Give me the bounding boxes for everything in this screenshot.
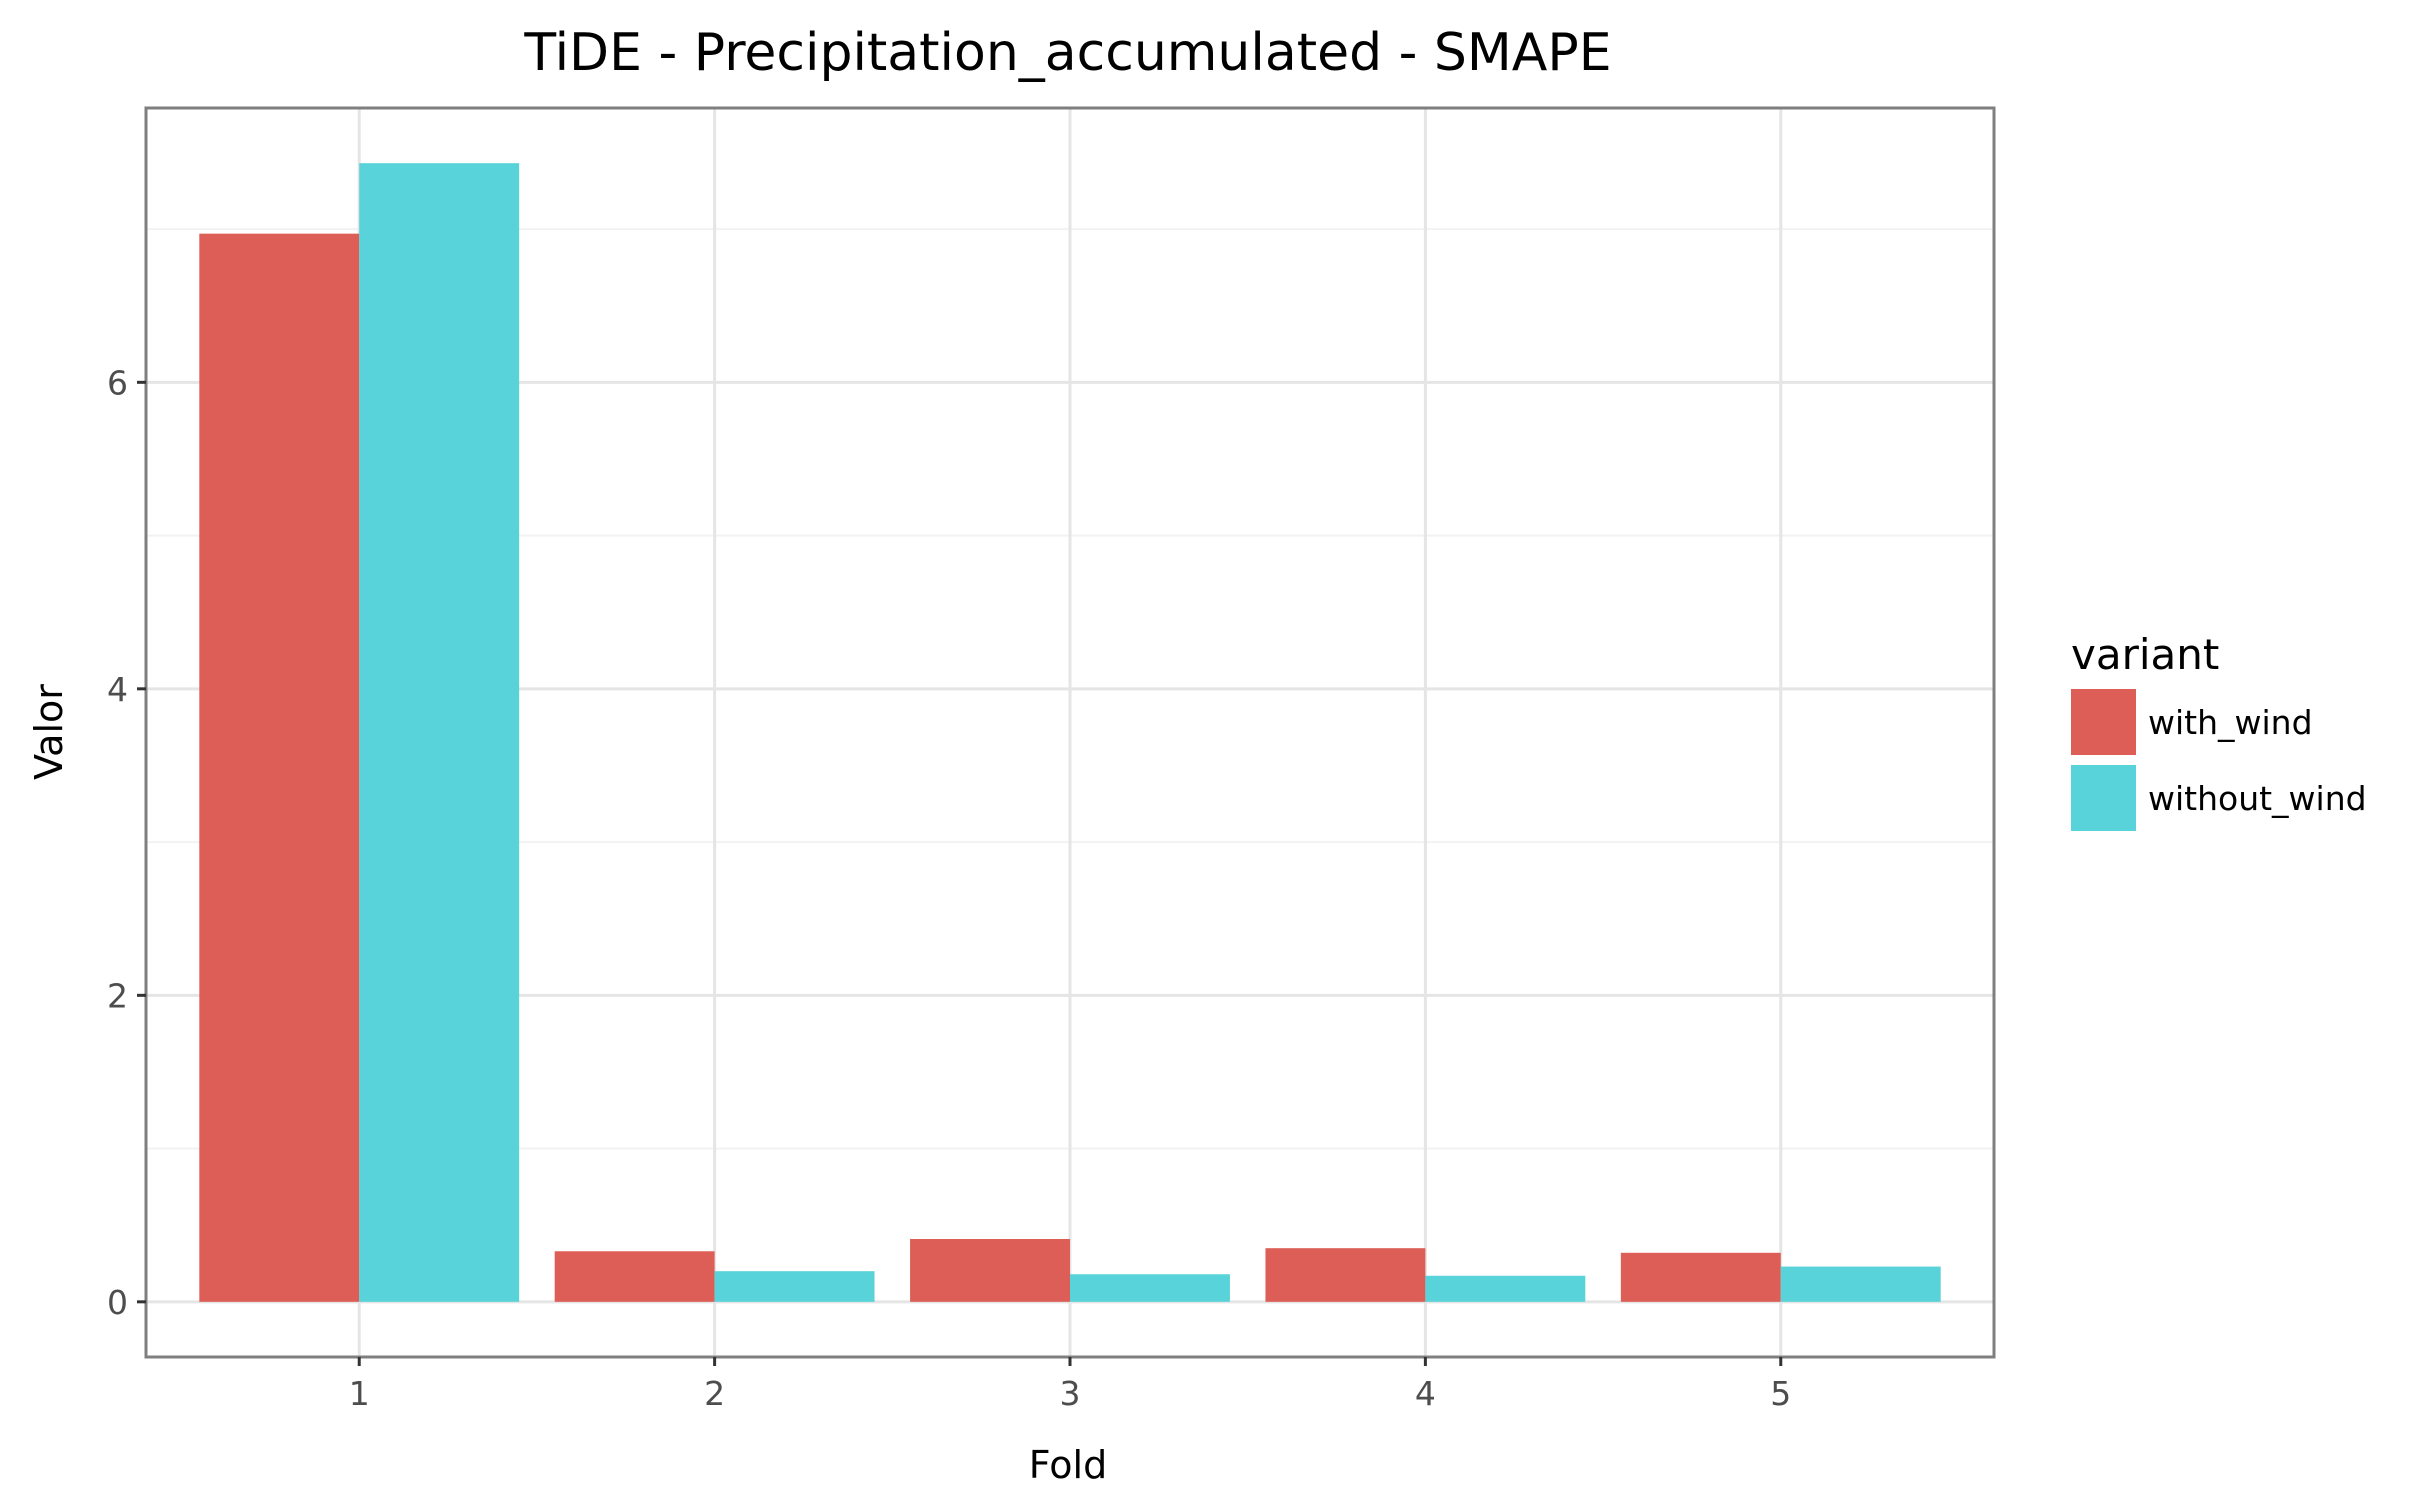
x-axis-title: Fold [1029, 1443, 1107, 1487]
legend-swatch-with_wind [2071, 689, 2136, 755]
x-tick-label: 4 [1415, 1374, 1436, 1413]
bar-without_wind-fold-4 [1425, 1275, 1586, 1302]
y-tick-label: 0 [107, 1283, 128, 1322]
chart-title: TiDE - Precipitation_accumulated - SMAPE [523, 23, 1611, 83]
y-axis-title: Valor [27, 684, 71, 780]
bar-with_wind-fold-3 [910, 1238, 1070, 1302]
bar-with_wind-fold-1 [199, 233, 360, 1302]
y-tick-label: 6 [107, 363, 128, 402]
legend-title: variant [2071, 630, 2219, 679]
bars [199, 163, 1941, 1302]
legend-label-without_wind: without_wind [2148, 779, 2367, 818]
bar-without_wind-fold-3 [1070, 1274, 1230, 1302]
bar-with_wind-fold-2 [554, 1251, 715, 1302]
x-tick-label: 3 [1060, 1374, 1081, 1413]
bar-without_wind-fold-2 [714, 1271, 875, 1302]
x-tick-label: 1 [349, 1374, 370, 1413]
bar-without_wind-fold-1 [359, 163, 520, 1302]
x-tick-label: 2 [704, 1374, 725, 1413]
bar-with_wind-fold-5 [1620, 1252, 1781, 1302]
legend: variant with_wind without_wind [2071, 630, 2367, 831]
bar-without_wind-fold-5 [1780, 1266, 1941, 1302]
y-tick-label: 2 [107, 976, 128, 1015]
x-tick-label: 5 [1770, 1374, 1791, 1413]
x-axis: 1 2 3 4 5 [349, 1357, 1791, 1413]
y-axis: 0 2 4 6 [107, 363, 146, 1322]
legend-label-with_wind: with_wind [2148, 703, 2313, 742]
legend-swatch-without_wind [2071, 765, 2136, 831]
bar-with_wind-fold-4 [1265, 1248, 1426, 1302]
y-tick-label: 4 [107, 670, 128, 709]
